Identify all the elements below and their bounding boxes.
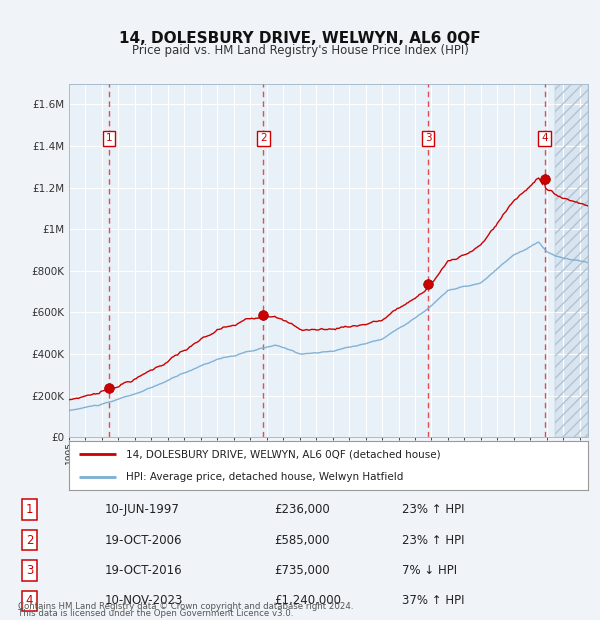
Text: 19-OCT-2016: 19-OCT-2016 xyxy=(105,564,183,577)
Text: 14, DOLESBURY DRIVE, WELWYN, AL6 0QF (detached house): 14, DOLESBURY DRIVE, WELWYN, AL6 0QF (de… xyxy=(126,450,441,459)
Text: This data is licensed under the Open Government Licence v3.0.: This data is licensed under the Open Gov… xyxy=(18,609,293,618)
Text: 37% ↑ HPI: 37% ↑ HPI xyxy=(402,595,464,607)
Text: £1,240,000: £1,240,000 xyxy=(274,595,341,607)
Text: 2: 2 xyxy=(26,534,33,546)
Text: 3: 3 xyxy=(26,564,33,577)
Text: 2: 2 xyxy=(260,133,267,143)
Text: 23% ↑ HPI: 23% ↑ HPI xyxy=(402,503,464,516)
Text: 19-OCT-2006: 19-OCT-2006 xyxy=(105,534,182,546)
Bar xyxy=(555,84,588,437)
Text: 1: 1 xyxy=(26,503,33,516)
Text: 1: 1 xyxy=(106,133,113,143)
Text: £236,000: £236,000 xyxy=(274,503,329,516)
Text: 3: 3 xyxy=(425,133,431,143)
Text: 4: 4 xyxy=(541,133,548,143)
Text: 10-JUN-1997: 10-JUN-1997 xyxy=(105,503,180,516)
Text: £735,000: £735,000 xyxy=(274,564,329,577)
Text: 4: 4 xyxy=(26,595,33,607)
Text: 14, DOLESBURY DRIVE, WELWYN, AL6 0QF: 14, DOLESBURY DRIVE, WELWYN, AL6 0QF xyxy=(119,31,481,46)
Text: £585,000: £585,000 xyxy=(274,534,329,546)
Text: 10-NOV-2023: 10-NOV-2023 xyxy=(105,595,184,607)
Text: 7% ↓ HPI: 7% ↓ HPI xyxy=(402,564,457,577)
Text: Price paid vs. HM Land Registry's House Price Index (HPI): Price paid vs. HM Land Registry's House … xyxy=(131,45,469,57)
Text: HPI: Average price, detached house, Welwyn Hatfield: HPI: Average price, detached house, Welw… xyxy=(126,472,403,482)
Text: 23% ↑ HPI: 23% ↑ HPI xyxy=(402,534,464,546)
Text: Contains HM Land Registry data © Crown copyright and database right 2024.: Contains HM Land Registry data © Crown c… xyxy=(18,602,353,611)
